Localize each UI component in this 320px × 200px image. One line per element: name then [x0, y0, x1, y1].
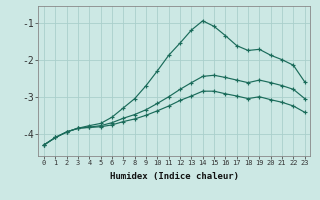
X-axis label: Humidex (Indice chaleur): Humidex (Indice chaleur)	[110, 172, 239, 181]
